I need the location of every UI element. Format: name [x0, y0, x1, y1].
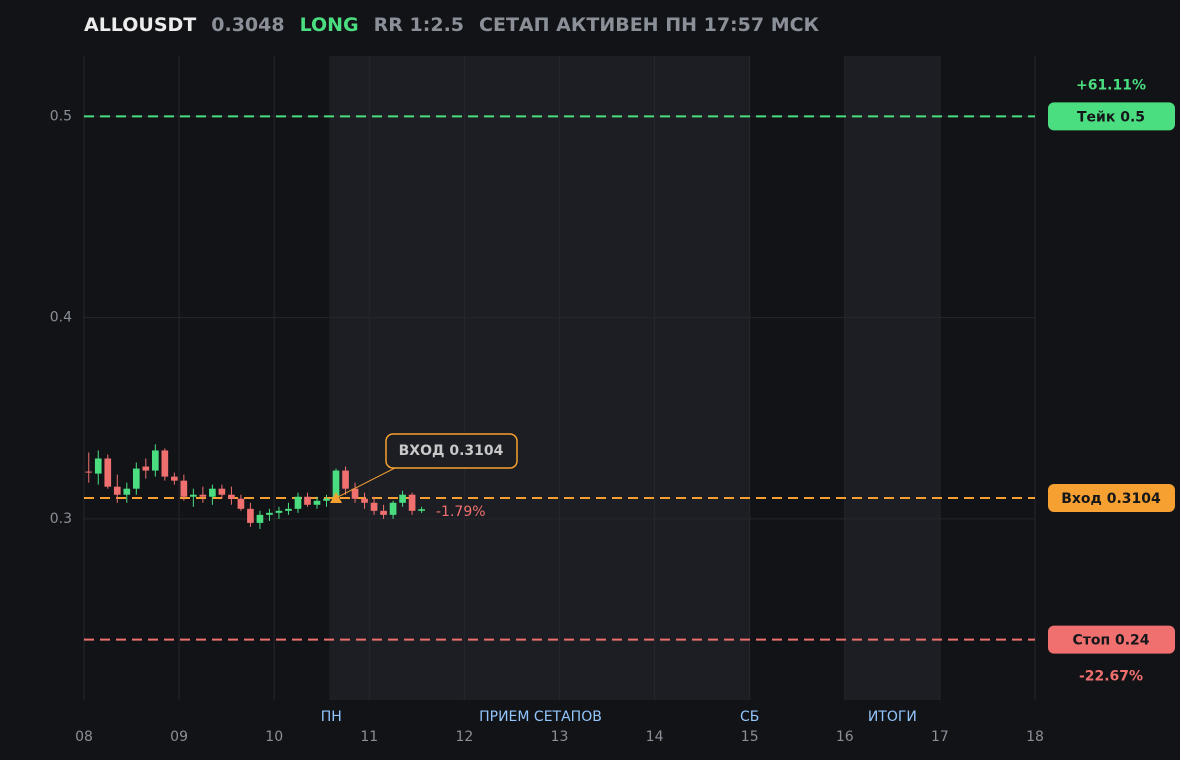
candle-body	[209, 488, 216, 497]
x-tick-label: 14	[646, 729, 664, 745]
candle-body	[161, 450, 169, 477]
candle-body	[313, 500, 321, 505]
current-pct: -1.79%	[436, 504, 486, 520]
candle-body	[323, 498, 330, 501]
candle-body	[294, 496, 302, 509]
candle-body	[85, 471, 93, 473]
x-tick-label: 16	[836, 729, 854, 745]
candle-body	[247, 508, 254, 523]
candle-body	[199, 494, 207, 497]
candle-body	[171, 476, 178, 481]
level-label: Тейк 0.5	[1077, 109, 1145, 125]
x-tick-label: 13	[551, 729, 569, 745]
candle-body	[389, 502, 397, 515]
candle-body	[332, 470, 340, 499]
candle-body	[104, 458, 112, 487]
level-badge	[1048, 483, 1175, 512]
entry-connector	[335, 467, 396, 499]
side: LONG	[299, 14, 359, 36]
x-tick-label: 12	[455, 729, 473, 745]
candle-body	[361, 498, 368, 503]
level-label: Стоп 0.24	[1072, 633, 1149, 649]
candle-body	[123, 488, 131, 495]
candle-body	[132, 468, 140, 489]
candle-body	[418, 509, 425, 511]
header: ALLOUSDT 0.3048 LONG RR 1:2.5 СЕТАП АКТИ…	[84, 14, 819, 36]
candle-body	[190, 494, 197, 497]
candle-body	[228, 494, 235, 499]
shaded-region	[844, 56, 940, 700]
candle-body	[256, 514, 264, 523]
session-label: ИТОГИ	[868, 709, 917, 725]
candle-body	[94, 458, 102, 474]
candle-body	[237, 498, 245, 509]
level-pct: +61.11%	[1076, 77, 1146, 93]
rr: RR 1:2.5	[373, 14, 465, 36]
session-label: СБ	[740, 709, 759, 725]
x-tick-label: 11	[360, 729, 378, 745]
candle-body	[399, 494, 406, 503]
x-tick-label: 15	[741, 729, 759, 745]
shaded-region	[329, 56, 750, 700]
session-label: ПН	[321, 709, 342, 725]
candle-body	[285, 508, 292, 511]
candle-body	[113, 486, 121, 495]
level-badge	[1048, 625, 1175, 654]
x-tick-label: 09	[170, 729, 188, 745]
candle-body	[351, 488, 359, 499]
candle-body	[142, 466, 150, 471]
candle-body	[275, 510, 283, 513]
entry-box	[385, 433, 518, 469]
candle-body	[180, 480, 188, 497]
y-tick-label: 0.5	[50, 108, 72, 124]
entry-marker	[330, 491, 343, 503]
price: 0.3048	[211, 14, 285, 36]
candle-body	[266, 512, 273, 515]
level-label: Вход 0.3104	[1061, 491, 1161, 507]
x-tick-label: 17	[931, 729, 949, 745]
level-badge	[1048, 102, 1175, 131]
candle-body	[342, 470, 349, 489]
candle-body	[218, 488, 226, 495]
status: СЕТАП АКТИВЕН ПН 17:57 МСК	[479, 14, 820, 36]
x-tick-label: 08	[75, 729, 93, 745]
candle-body	[304, 496, 311, 505]
candle-body	[408, 494, 416, 511]
entry-label: ВХОД 0.3104	[399, 443, 504, 459]
x-tick-label: 18	[1026, 729, 1044, 745]
x-tick-label: 10	[265, 729, 283, 745]
y-tick-label: 0.3	[50, 511, 72, 527]
candle-body	[380, 510, 387, 515]
candle-body	[370, 502, 378, 511]
session-label: ПРИЕМ СЕТАПОВ	[479, 709, 602, 725]
y-tick-label: 0.4	[50, 310, 72, 326]
level-pct: -22.67%	[1079, 669, 1143, 685]
candle-body	[151, 450, 159, 471]
symbol: ALLOUSDT	[84, 14, 197, 36]
